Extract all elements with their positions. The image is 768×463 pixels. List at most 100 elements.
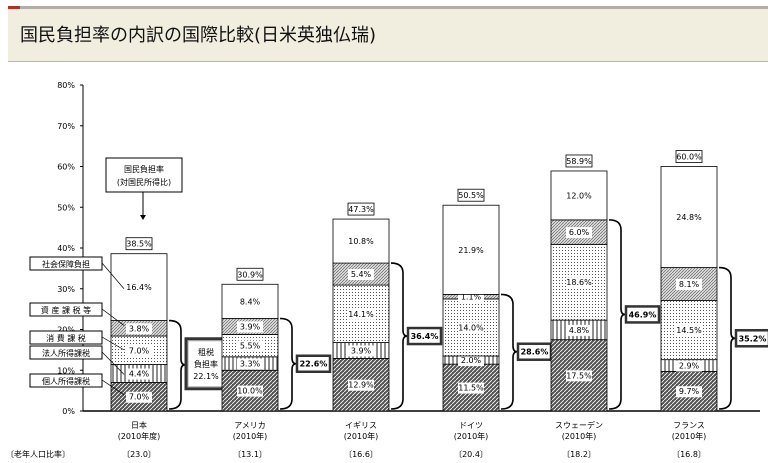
label-bg <box>676 360 702 372</box>
label-bg <box>126 345 152 357</box>
total-callout-text: 国民負担率 <box>124 164 164 174</box>
total-box <box>236 267 264 281</box>
data-label: 14.0% <box>458 323 484 332</box>
legend-label: 消 費 課 税 <box>46 333 86 343</box>
legend-label: 法人所得課税 <box>42 348 90 358</box>
tax-burden-box <box>295 354 332 373</box>
bracket <box>608 219 626 410</box>
x-category-label: フランス <box>673 421 705 430</box>
data-label: 1.1% <box>461 293 482 302</box>
tax-burden-title: 負担率 <box>194 359 218 369</box>
elderly-ratio: 〔16.6〕 <box>344 450 378 459</box>
legend-leader <box>101 262 125 289</box>
x-category-year: (2010年) <box>562 431 597 441</box>
label-bg <box>348 308 374 320</box>
bracket <box>168 319 186 410</box>
total-label: 38.5% <box>126 240 152 249</box>
bracket <box>279 317 297 410</box>
data-label: 14.5% <box>676 326 702 335</box>
bar-segment <box>332 218 390 264</box>
bar-segment <box>550 170 608 221</box>
elderly-ratio: 〔13.1〕 <box>233 450 267 459</box>
legend-box <box>29 373 103 388</box>
tax-burden-value: 35.2% <box>739 334 767 343</box>
y-tick-label: 0% <box>62 407 75 416</box>
data-label: 2.0% <box>461 356 482 365</box>
x-category-year: (2010年度) <box>118 431 161 441</box>
label-bg <box>458 382 484 394</box>
tax-burden-value: 28.6% <box>521 348 549 357</box>
label-bg <box>566 227 592 239</box>
label-bg <box>348 379 374 391</box>
x-category-label: ドイツ <box>459 421 483 430</box>
x-category-label: スウェーデン <box>555 420 603 430</box>
data-label: 4.8% <box>569 326 590 335</box>
elderly-ratio: 〔18.2〕 <box>562 450 596 459</box>
data-label: 16.4% <box>126 283 152 292</box>
data-label: 18.6% <box>566 278 592 287</box>
label-bg <box>237 358 263 370</box>
total-label: 47.3% <box>348 205 374 214</box>
data-label: 7.0% <box>129 393 150 402</box>
label-bg <box>566 370 592 382</box>
tax-burden-value: 22.6% <box>300 360 328 369</box>
x-category-year: (2010年) <box>672 431 707 441</box>
legend-leader <box>101 379 125 395</box>
bar-segment <box>110 253 168 321</box>
legend-box <box>29 330 103 345</box>
accent-mark <box>8 6 20 9</box>
label-bg <box>237 321 263 333</box>
bracket <box>718 266 736 410</box>
data-label: 7.0% <box>129 346 150 355</box>
arrow-head-icon <box>140 215 146 220</box>
data-label: 3.9% <box>240 322 261 331</box>
data-label: 12.0% <box>566 191 592 200</box>
y-tick-label: 20% <box>57 326 75 335</box>
tax-burden-title: 租税 <box>198 347 214 357</box>
x-category-label: イギリス <box>345 421 377 430</box>
legend-box <box>29 302 103 317</box>
label-bg <box>126 323 152 335</box>
data-label: 9.7% <box>679 387 700 396</box>
label-bg <box>458 322 484 334</box>
elderly-ratio-label: 〔老年人口比率〕 <box>6 449 70 459</box>
bracket <box>390 262 408 410</box>
total-callout-text: (対国民所得比) <box>117 177 171 187</box>
y-tick-label: 50% <box>57 203 75 212</box>
y-tick-label: 60% <box>57 163 75 172</box>
tax-burden-box-inner <box>187 340 225 388</box>
data-label: 10.0% <box>237 387 263 396</box>
tax-burden-box <box>624 305 661 324</box>
data-label: 2.9% <box>679 362 700 371</box>
tax-burden-box <box>406 326 443 346</box>
total-label: 30.9% <box>237 270 263 279</box>
label-bg <box>676 279 702 291</box>
data-label: 3.9% <box>351 346 372 355</box>
tax-burden-value: 22.1% <box>193 372 219 381</box>
data-label: 17.5% <box>566 371 592 380</box>
data-label: 4.4% <box>129 370 150 379</box>
y-tick-label: 80% <box>57 81 75 90</box>
tax-burden-box <box>734 329 768 348</box>
data-label: 3.8% <box>129 324 150 333</box>
data-label: 3.3% <box>240 360 261 369</box>
legend-box <box>29 345 103 360</box>
x-category-year: (2010年) <box>344 431 379 441</box>
y-tick-label: 70% <box>57 122 75 131</box>
total-callout-box <box>105 157 183 193</box>
data-label: 21.9% <box>458 246 484 255</box>
y-tick-label: 30% <box>57 285 75 294</box>
data-label: 14.1% <box>348 310 374 319</box>
data-label: 5.5% <box>240 342 261 351</box>
x-category-label: アメリカ <box>234 421 266 430</box>
data-label: 24.8% <box>676 213 702 222</box>
y-tick-label: 10% <box>57 366 75 375</box>
data-label: 5.4% <box>351 270 372 279</box>
y-tick-label: 40% <box>57 244 75 253</box>
label-bg <box>458 355 484 367</box>
data-label: 10.8% <box>348 237 374 246</box>
total-box <box>565 154 593 168</box>
data-label: 12.9% <box>348 381 374 390</box>
legend-leader <box>101 336 125 351</box>
legend-leader <box>101 308 125 326</box>
